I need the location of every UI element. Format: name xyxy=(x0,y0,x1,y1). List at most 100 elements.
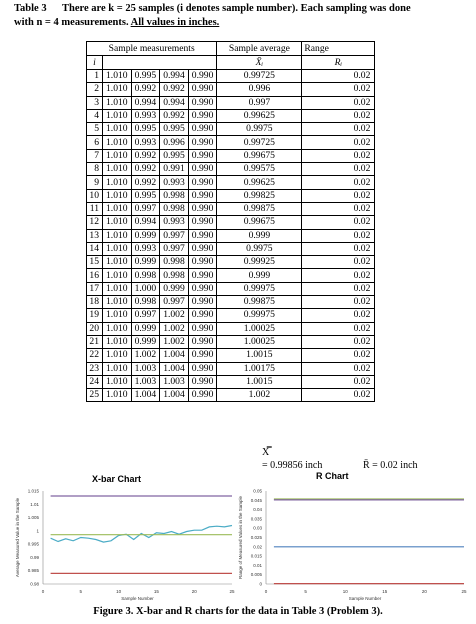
y-axis-label: Average Measured Value in the Sample xyxy=(15,497,20,577)
range-cell: 0.02 xyxy=(301,135,376,150)
measurement-cell: 0.997 xyxy=(130,201,161,217)
measurement-cell: 1.004 xyxy=(159,348,189,363)
measurement-cell: 1.010 xyxy=(102,215,132,230)
measurement-cell: 0.999 xyxy=(130,255,161,270)
range-cell: 0.02 xyxy=(301,281,376,297)
y-tick-label: 0.025 xyxy=(251,535,263,540)
sample-index-cell: 7 xyxy=(86,148,103,164)
header-range: Range xyxy=(301,41,376,56)
measurement-cell: 0.990 xyxy=(187,281,218,297)
y-tick-label: 0.035 xyxy=(251,516,263,521)
table-row: 24 1.010 1.003 1.003 0.990 1.0015 0.02 xyxy=(86,374,376,390)
y-tick-label: 0.005 xyxy=(251,572,263,577)
measurement-cell: 1.010 xyxy=(102,68,132,84)
measurement-cell: 0.999 xyxy=(130,228,161,243)
sample-average-cell: 1.0015 xyxy=(216,374,303,390)
measurement-cell: 0.995 xyxy=(130,122,161,137)
sample-average-cell: 0.99675 xyxy=(216,148,303,164)
measurement-cell: 1.002 xyxy=(159,334,189,350)
measurement-cell: 0.994 xyxy=(159,95,189,110)
sample-index-cell: 17 xyxy=(86,281,103,297)
y-tick-label: 0.01 xyxy=(253,563,262,568)
sample-index-cell: 24 xyxy=(86,374,103,390)
measurement-cell: 1.010 xyxy=(102,268,132,283)
measurement-cell: 0.993 xyxy=(159,215,189,230)
sample-average-cell: 0.99625 xyxy=(216,108,303,124)
measurement-cell: 1.010 xyxy=(102,348,132,363)
table-row: 3 1.010 0.994 0.994 0.990 0.997 0.02 xyxy=(86,95,376,110)
r-chart: 0.050.0450.040.0350.030.0250.020.0150.01… xyxy=(238,489,467,602)
table-caption: Table 3 There are k = 25 samples (i denot… xyxy=(14,2,472,30)
header-sample-measurements: Sample measurements xyxy=(85,41,218,56)
range-cell: 0.02 xyxy=(301,188,376,203)
measurement-cell: 1.010 xyxy=(102,255,132,270)
measurement-cell: 1.010 xyxy=(102,82,132,97)
y-tick-label: 0.02 xyxy=(253,544,262,549)
sample-average-cell: 1.00025 xyxy=(216,334,303,350)
measurement-cell: 0.992 xyxy=(130,82,161,97)
measurement-cell: 0.990 xyxy=(187,388,218,403)
measurement-cell: 0.990 xyxy=(187,201,218,217)
range-cell: 0.02 xyxy=(301,268,376,283)
measurement-cell: 1.004 xyxy=(159,388,189,403)
measurement-cell: 0.998 xyxy=(130,268,161,283)
measurement-cell: 0.997 xyxy=(159,241,189,257)
table-row: 10 1.010 0.995 0.998 0.990 0.99825 0.02 xyxy=(86,188,376,203)
sample-index-cell: 4 xyxy=(86,108,103,124)
sample-average-cell: 0.999 xyxy=(216,268,303,283)
table-row: 25 1.010 1.004 1.004 0.990 1.002 0.02 xyxy=(86,388,376,403)
y-tick-label: 0.03 xyxy=(253,526,262,531)
range-cell: 0.02 xyxy=(301,148,376,164)
range-cell: 0.02 xyxy=(301,374,376,390)
measurement-cell: 1.010 xyxy=(102,148,132,164)
measurement-cell: 0.990 xyxy=(187,148,218,164)
measurement-cell: 1.010 xyxy=(102,175,132,190)
subheader-r: Rᵢ xyxy=(301,55,376,70)
sample-average-cell: 0.99825 xyxy=(216,188,303,203)
y-tick-label: 0.99 xyxy=(30,555,39,560)
range-cell: 0.02 xyxy=(301,215,376,230)
measurement-cell: 0.992 xyxy=(130,175,161,190)
measurement-cell: 1.010 xyxy=(102,122,132,137)
range-cell: 0.02 xyxy=(301,348,376,363)
measurement-cell: 1.010 xyxy=(102,361,132,376)
sample-average-cell: 0.99575 xyxy=(216,162,303,177)
measurement-cell: 1.003 xyxy=(159,374,189,390)
table-row: 14 1.010 0.993 0.997 0.990 0.9975 0.02 xyxy=(86,241,376,257)
sample-average-cell: 0.99975 xyxy=(216,308,303,323)
x-tick-label: 10 xyxy=(343,589,349,594)
xbarbar-value: = 0.99856 inch xyxy=(262,460,323,471)
measurement-cell: 0.997 xyxy=(159,228,189,243)
measurement-cell: 1.003 xyxy=(130,361,161,376)
table-body: 1 1.010 0.995 0.994 0.990 0.99725 0.02 2 1.010 0.… xyxy=(86,68,376,403)
sample-index-cell: 15 xyxy=(86,255,103,270)
sample-average-cell: 0.99925 xyxy=(216,255,303,270)
table-row: 5 1.010 0.995 0.995 0.990 0.9975 0.02 xyxy=(86,122,376,137)
sample-index-cell: 23 xyxy=(86,361,103,376)
range-cell: 0.02 xyxy=(301,321,376,336)
measurement-cell: 1.004 xyxy=(130,388,161,403)
range-cell: 0.02 xyxy=(301,295,376,310)
measurement-cell: 0.990 xyxy=(187,228,218,243)
sample-average-cell: 0.997 xyxy=(216,95,303,110)
measurement-cell: 1.002 xyxy=(159,321,189,336)
x-tick-label: 0 xyxy=(42,589,45,594)
table-row: 8 1.010 0.992 0.991 0.990 0.99575 0.02 xyxy=(86,162,376,177)
sample-index-cell: 11 xyxy=(86,201,103,217)
range-cell: 0.02 xyxy=(301,201,376,217)
sample-index-cell: 8 xyxy=(86,162,103,177)
x-tick-label: 10 xyxy=(116,589,122,594)
xbar-chart-title: X-bar Chart xyxy=(92,474,142,484)
y-tick-label: 0.045 xyxy=(251,498,263,503)
rbar-value: R̄ = 0.02 inch xyxy=(363,460,418,471)
sample-index-cell: 20 xyxy=(86,321,103,336)
measurement-cell: 1.000 xyxy=(130,281,161,297)
x-tick-label: 15 xyxy=(382,589,388,594)
measurement-cell: 1.010 xyxy=(102,95,132,110)
header-sample-average: Sample average xyxy=(216,41,303,56)
measurement-cell: 1.010 xyxy=(102,321,132,336)
measurement-cell: 0.999 xyxy=(159,281,189,297)
y-tick-label: 0.985 xyxy=(28,568,40,573)
measurement-cell: 0.995 xyxy=(130,68,161,84)
x-tick-label: 25 xyxy=(229,589,235,594)
